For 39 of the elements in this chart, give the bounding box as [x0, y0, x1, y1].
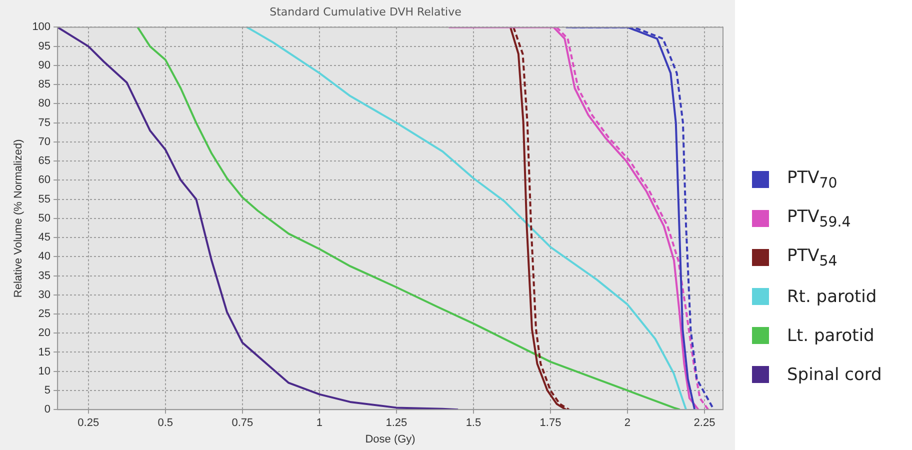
legend-label: PTV$_{59.4}$	[787, 206, 851, 230]
y-tick-label: 20	[38, 327, 51, 340]
y-tick-label: 40	[38, 250, 51, 263]
y-tick-label: 65	[38, 155, 51, 168]
x-tick-label: 1.75	[540, 417, 562, 430]
y-tick-label: 90	[38, 59, 51, 72]
y-axis-title: Relative Volume (% Normalized)	[12, 139, 25, 298]
chart-title: Standard Cumulative DVH Relative	[270, 5, 462, 18]
y-tick-label: 75	[38, 116, 51, 129]
x-tick-label: 0.75	[232, 417, 254, 430]
y-tick-label: 55	[38, 193, 51, 206]
y-tick-label: 85	[38, 78, 51, 91]
y-tick-label: 95	[38, 40, 51, 52]
y-tick-label: 25	[38, 308, 51, 320]
x-tick-label: 1.5	[466, 417, 482, 430]
y-tick-label: 10	[38, 365, 51, 378]
y-tick-label: 45	[38, 232, 51, 244]
y-tick-label: 60	[38, 174, 51, 186]
y-tick-label: 100	[32, 21, 51, 34]
legend-label: Lt. parotid	[787, 326, 874, 346]
y-tick-label: 80	[38, 98, 51, 110]
y-tick-label: 0	[44, 404, 51, 416]
y-tick-label: 50	[38, 212, 51, 224]
legend-label: PTV$_{54}$	[787, 246, 838, 270]
y-tick-label: 35	[38, 270, 51, 282]
x-axis-title: Dose (Gy)	[365, 433, 416, 446]
y-tick-label: 15	[38, 346, 51, 358]
x-tick-label: 1	[316, 417, 322, 430]
x-tick-label: 0.5	[158, 417, 174, 430]
x-tick-label: 1.25	[386, 417, 408, 430]
x-tick-label: 2.25	[694, 417, 716, 430]
legend-label: Spinal cord	[787, 364, 882, 384]
y-tick-label: 5	[44, 384, 51, 397]
y-tick-label: 70	[38, 136, 51, 148]
x-tick-label: 0.25	[78, 417, 100, 430]
x-tick-label: 2	[624, 417, 631, 430]
legend-label: Rt. parotid	[787, 286, 877, 306]
y-tick-label: 30	[38, 288, 51, 301]
legend-label: PTV$_{70}$	[787, 168, 838, 192]
